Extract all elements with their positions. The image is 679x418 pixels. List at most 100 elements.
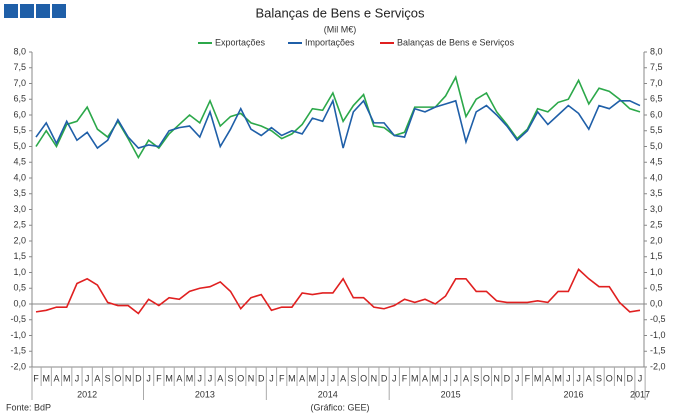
y2-tick-label: 2,5: [650, 220, 663, 230]
x-tick-label: O: [606, 373, 613, 383]
x-tick-label: O: [237, 373, 244, 383]
y2-tick-label: 0,0: [650, 298, 663, 308]
series-line: [35, 98, 641, 150]
x-tick-label: S: [350, 373, 356, 383]
y2-tick-label: 0,5: [650, 283, 663, 293]
y2-tick-label: 8,0: [650, 46, 663, 56]
y-tick-label: -2,0: [10, 361, 26, 371]
x-tick-label: J: [146, 373, 151, 383]
x-tick-label: A: [53, 373, 59, 383]
x-tick-label: M: [165, 373, 173, 383]
y2-tick-label: 6,5: [650, 94, 663, 104]
x-tick-label: J: [75, 373, 80, 383]
series-line: [35, 268, 641, 315]
y2-tick-label: 6,0: [650, 109, 663, 119]
source: Fonte: BdP: [6, 402, 51, 412]
y2-tick-label: 3,0: [650, 204, 663, 214]
x-tick-label: M: [288, 373, 296, 383]
x-tick-label: M: [432, 373, 440, 383]
series-line: [35, 75, 641, 160]
y2-tick-label: -1,5: [650, 346, 666, 356]
logo-square: [52, 4, 66, 18]
x-tick-label: F: [279, 373, 285, 383]
y-tick-label: 3,0: [13, 204, 26, 214]
x-tick-label: M: [42, 373, 50, 383]
x-tick-label: S: [105, 373, 111, 383]
x-tick-label: O: [360, 373, 367, 383]
logo-square: [20, 4, 34, 18]
x-tick-label: D: [258, 373, 265, 383]
x-tick-label: F: [525, 373, 531, 383]
y-tick-label: -0,5: [10, 314, 26, 324]
x-tick-label: D: [135, 373, 142, 383]
x-tick-label: J: [392, 373, 397, 383]
y2-tick-label: -1,0: [650, 330, 666, 340]
y-tick-label: 7,5: [13, 62, 26, 72]
x-tick-label: A: [463, 373, 469, 383]
y2-tick-label: 3,5: [650, 188, 663, 198]
x-tick-label: A: [422, 373, 428, 383]
x-tick-label: S: [596, 373, 602, 383]
y2-tick-label: 4,0: [650, 172, 663, 182]
y-tick-label: 0,5: [13, 283, 26, 293]
x-tick-label: F: [402, 373, 408, 383]
x-tick-label: J: [198, 373, 203, 383]
x-tick-label: J: [515, 373, 520, 383]
y-tick-label: 4,0: [13, 172, 26, 182]
x-tick-label: M: [554, 373, 562, 383]
logo-square: [36, 4, 50, 18]
y-tick-label: 8,0: [13, 46, 26, 56]
y-tick-label: 6,5: [13, 94, 26, 104]
x-tick-label: M: [534, 373, 542, 383]
x-tick-label: F: [33, 373, 39, 383]
x-tick-label: N: [248, 373, 255, 383]
x-tick-label: S: [228, 373, 234, 383]
x-tick-label: D: [504, 373, 511, 383]
legend-label: Importações: [305, 37, 355, 47]
y-tick-label: 1,0: [13, 267, 26, 277]
y-tick-label: 1,5: [13, 251, 26, 261]
x-tick-label: M: [186, 373, 194, 383]
y2-tick-label: 1,0: [650, 267, 663, 277]
y-tick-label: -1,0: [10, 330, 26, 340]
year-label: 2017: [630, 389, 650, 399]
y2-tick-label: 5,5: [650, 125, 663, 135]
x-tick-label: A: [94, 373, 100, 383]
x-tick-label: J: [208, 373, 213, 383]
x-tick-label: N: [493, 373, 500, 383]
y2-tick-label: -0,5: [650, 314, 666, 324]
x-tick-label: J: [453, 373, 458, 383]
x-tick-label: A: [545, 373, 551, 383]
y-tick-label: 3,5: [13, 188, 26, 198]
credit: (Gráfico: GEE): [310, 402, 369, 412]
y2-tick-label: 4,5: [650, 157, 663, 167]
x-tick-label: N: [616, 373, 623, 383]
x-tick-label: J: [269, 373, 274, 383]
x-tick-label: A: [217, 373, 223, 383]
legend-label: Exportações: [215, 37, 266, 47]
x-tick-label: J: [85, 373, 90, 383]
x-tick-label: J: [331, 373, 336, 383]
year-label: 2016: [563, 389, 583, 399]
x-tick-label: M: [309, 373, 317, 383]
y2-tick-label: -2,0: [650, 361, 666, 371]
year-label: 2015: [441, 389, 461, 399]
x-tick-label: J: [638, 373, 643, 383]
year-label: 2014: [318, 389, 338, 399]
x-tick-label: O: [114, 373, 121, 383]
x-tick-label: J: [443, 373, 448, 383]
y-tick-label: 0,0: [13, 298, 26, 308]
x-tick-label: A: [586, 373, 592, 383]
x-tick-label: N: [125, 373, 132, 383]
y-tick-label: 5,0: [13, 141, 26, 151]
y-tick-label: 7,0: [13, 78, 26, 88]
y2-tick-label: 5,0: [650, 141, 663, 151]
x-tick-label: A: [299, 373, 305, 383]
year-label: 2012: [77, 389, 97, 399]
x-tick-label: M: [63, 373, 71, 383]
y2-tick-label: 2,0: [650, 235, 663, 245]
y2-tick-label: 7,5: [650, 62, 663, 72]
x-tick-label: F: [156, 373, 162, 383]
x-tick-label: D: [381, 373, 388, 383]
